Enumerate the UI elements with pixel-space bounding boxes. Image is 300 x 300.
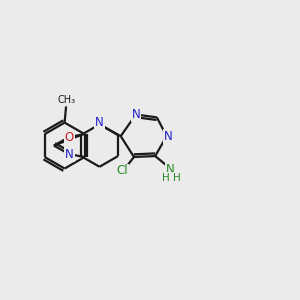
Text: N: N — [166, 163, 175, 176]
Text: O: O — [64, 130, 74, 143]
Text: N: N — [131, 108, 140, 121]
Text: N: N — [164, 130, 172, 143]
Text: N: N — [65, 148, 74, 160]
Text: CH₃: CH₃ — [57, 95, 75, 105]
Text: H: H — [162, 172, 170, 182]
Text: H: H — [173, 172, 181, 182]
Text: Cl: Cl — [116, 164, 128, 178]
Text: N: N — [95, 116, 104, 129]
